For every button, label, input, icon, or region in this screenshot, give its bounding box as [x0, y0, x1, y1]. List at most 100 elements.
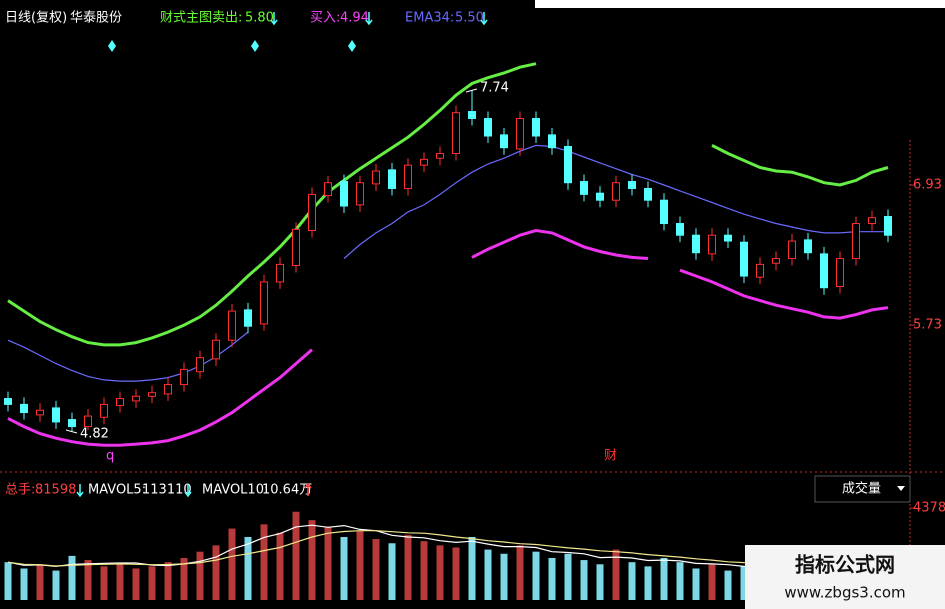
volume-bar: [532, 551, 540, 600]
candle-body: [308, 193, 316, 232]
volume-bar: [628, 562, 636, 600]
candle-body: [100, 403, 108, 418]
volume-bar: [340, 536, 348, 600]
candle-body: [516, 118, 524, 150]
arrow-icon: [365, 12, 373, 26]
signal-marker: [251, 40, 259, 52]
volume-bar: [100, 566, 108, 600]
candle-body: [772, 258, 780, 264]
indicator-value: 4.94: [340, 11, 369, 26]
chart-title: 日线(复权): [5, 10, 67, 26]
dropdown-icon[interactable]: [897, 486, 905, 491]
volume-bar: [36, 564, 44, 600]
volume-bar: [308, 520, 316, 600]
selector-label[interactable]: 成交量: [842, 481, 881, 497]
candle-body: [84, 415, 92, 428]
candle-body: [548, 134, 556, 149]
indicator-line: [7, 228, 889, 447]
candle-body: [820, 253, 828, 289]
candle-body: [452, 112, 460, 155]
indicator-value: 10.64万: [262, 483, 312, 498]
stock-name: 华泰股份: [70, 11, 122, 26]
candle-body: [132, 395, 140, 402]
candle-body: [356, 182, 364, 206]
arrow-icon: [184, 484, 192, 498]
annotation-pointer: [465, 88, 478, 93]
volume-bar: [292, 511, 300, 600]
candle-body: [756, 263, 764, 278]
indicator-line: [7, 144, 888, 382]
volume-bar: [324, 526, 332, 600]
volume-bar: [116, 564, 124, 600]
volume-bar: [4, 562, 12, 600]
candle-body: [628, 181, 636, 190]
volume-bar: [484, 549, 492, 600]
annotation: 财: [604, 449, 617, 464]
candle-body: [276, 263, 284, 283]
volume-bar: [692, 568, 700, 600]
volume-bar: [580, 560, 588, 600]
indicator-value: 113110: [142, 483, 192, 498]
indicator-name: EMA34:: [405, 11, 454, 26]
candle-body: [260, 281, 268, 325]
corner: [535, 0, 945, 8]
indicator-value: 5.80: [245, 11, 274, 26]
candle-body: [708, 234, 716, 255]
volume-bar: [676, 562, 684, 600]
volume-bar: [740, 566, 748, 600]
y-tick-label: 6.93: [913, 178, 942, 193]
candle-body: [340, 181, 348, 207]
candle-body: [740, 241, 748, 277]
volume-bar: [420, 541, 428, 600]
volume-bar: [388, 543, 396, 600]
indicator-name: 卖出:: [212, 11, 242, 26]
candle-body: [148, 392, 156, 397]
indicator-title: 财式主图: [160, 11, 212, 26]
arrow-icon: [76, 484, 84, 498]
volume-bar: [436, 545, 444, 600]
selector[interactable]: [814, 475, 911, 503]
annotation: 7.74: [480, 81, 509, 96]
candle-body: [612, 182, 620, 201]
volume-bar: [132, 568, 140, 600]
volume-bar: [548, 557, 556, 600]
candle-body: [500, 134, 508, 149]
volume-bar: [596, 564, 604, 600]
indicator-line: [7, 62, 889, 347]
volume-bar: [180, 557, 188, 600]
arrow-icon: [304, 482, 312, 496]
candle-body: [372, 170, 380, 185]
volume-bar: [372, 539, 380, 600]
volume-bar: [84, 560, 92, 600]
candle-body: [4, 398, 12, 405]
candle-body: [532, 118, 540, 137]
candle-body: [580, 181, 588, 195]
candle-body: [164, 384, 172, 395]
y-tick-label: 4378: [913, 501, 945, 516]
candle-body: [68, 419, 76, 428]
volume-bar: [212, 545, 220, 600]
volume-bar: [164, 562, 172, 600]
candle-body: [468, 111, 476, 120]
candle-body: [20, 403, 28, 414]
volume-bar: [276, 532, 284, 600]
volume-bar: [404, 534, 412, 600]
candle-body: [644, 188, 652, 201]
candle-body: [244, 309, 252, 327]
candle-body: [884, 216, 892, 236]
candle-body: [36, 409, 44, 416]
candle-body: [180, 368, 188, 386]
volume-bar: [500, 553, 508, 600]
candle-body: [388, 169, 396, 190]
candle-body: [852, 223, 860, 260]
candle-body: [676, 223, 684, 236]
volume-bar: [452, 547, 460, 600]
candle-body: [52, 407, 60, 423]
volume-bar: [516, 545, 524, 600]
candle-body: [404, 164, 412, 190]
candle-body: [212, 339, 220, 360]
watermark-title: 指标公式网: [795, 553, 895, 577]
candle-body: [692, 234, 700, 254]
y-tick-label: 5.73: [913, 318, 942, 333]
